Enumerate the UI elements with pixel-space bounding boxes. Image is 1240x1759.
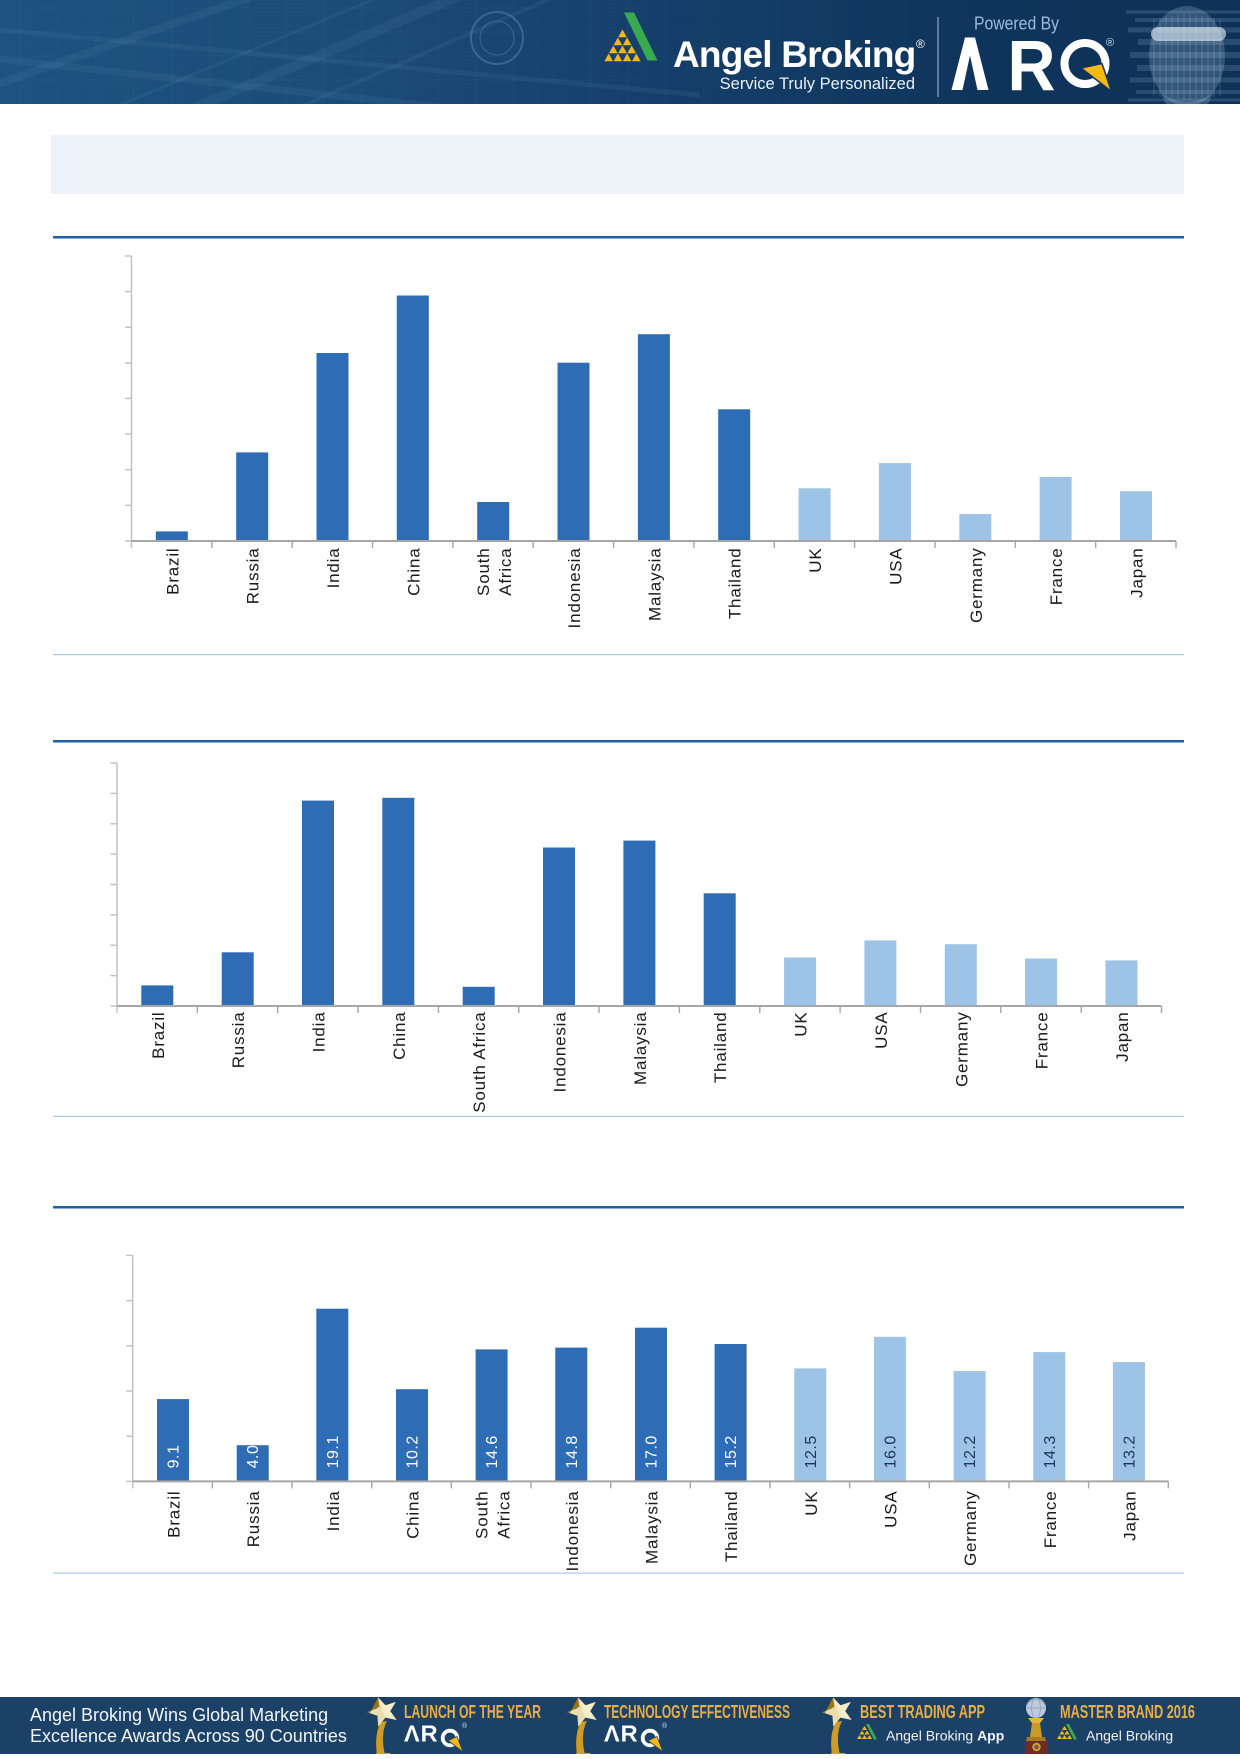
svg-text:ΛR: ΛR (404, 1721, 439, 1747)
svg-text:France: France (1047, 548, 1066, 606)
svg-text:MASTER BRAND 2016: MASTER BRAND 2016 (1060, 1701, 1195, 1722)
svg-text:China: China (404, 1491, 423, 1539)
svg-text:R: R (1008, 27, 1056, 104)
svg-text:Germany: Germany (961, 1491, 980, 1567)
svg-text:19.1: 19.1 (325, 1435, 342, 1468)
svg-text:Russia: Russia (244, 1491, 263, 1548)
svg-text:13.2: 13.2 (1121, 1435, 1138, 1468)
svg-text:ΛR: ΛR (604, 1721, 639, 1747)
svg-text:Service Truly Personalized: Service Truly Personalized (720, 75, 915, 93)
svg-text:Brazil: Brazil (163, 548, 182, 595)
svg-text:Thailand: Thailand (722, 1491, 741, 1563)
svg-text:LAUNCH OF THE YEAR: LAUNCH OF THE YEAR (404, 1701, 541, 1722)
svg-text:12.5: 12.5 (803, 1435, 820, 1468)
svg-text:®: ® (662, 1722, 668, 1730)
svg-text:Indonesia: Indonesia (551, 1012, 570, 1093)
svg-text:Angel Broking: Angel Broking (1086, 1728, 1173, 1744)
svg-text:12.2: 12.2 (962, 1435, 979, 1468)
svg-text:Angel Broking App: Angel Broking App (886, 1728, 1004, 1744)
svg-text:India: India (324, 548, 343, 589)
svg-text:Malaysia: Malaysia (645, 548, 664, 621)
svg-text:Africa: Africa (495, 1491, 514, 1539)
svg-text:14.6: 14.6 (484, 1435, 501, 1468)
svg-text:14.8: 14.8 (564, 1435, 581, 1468)
svg-text:USA: USA (886, 548, 905, 585)
svg-text:17.0: 17.0 (644, 1435, 661, 1468)
svg-text:Japan: Japan (1128, 548, 1147, 598)
svg-text:Germany: Germany (952, 1012, 971, 1088)
svg-text:Brazil: Brazil (165, 1491, 184, 1538)
svg-text:Indonesia: Indonesia (563, 1491, 582, 1572)
svg-text:USA: USA (881, 1491, 900, 1528)
svg-text:15.2: 15.2 (723, 1435, 740, 1468)
svg-text:Malaysia: Malaysia (643, 1491, 662, 1564)
svg-text:UK: UK (792, 1012, 811, 1037)
svg-text:14.3: 14.3 (1042, 1435, 1059, 1468)
svg-text:®: ® (916, 37, 925, 51)
svg-text:Malaysia: Malaysia (631, 1012, 650, 1085)
svg-text:France: France (1041, 1491, 1060, 1549)
svg-text:Africa: Africa (496, 548, 515, 596)
svg-text:India: India (324, 1491, 343, 1532)
svg-text:Excellence Awards Across 90 Co: Excellence Awards Across 90 Countries (30, 1726, 347, 1746)
svg-text:4.0: 4.0 (245, 1445, 262, 1469)
svg-text:China: China (390, 1012, 409, 1060)
svg-text:India: India (310, 1012, 329, 1053)
svg-text:UK: UK (806, 548, 825, 573)
svg-text:South: South (473, 1491, 492, 1539)
svg-text:UK: UK (802, 1491, 821, 1516)
svg-text:Japan: Japan (1113, 1012, 1132, 1062)
svg-text:®: ® (1106, 37, 1114, 49)
svg-text:Angel Broking: Angel Broking (673, 34, 915, 75)
svg-text:France: France (1033, 1012, 1052, 1070)
svg-text:TECHNOLOGY EFFECTIVENESS: TECHNOLOGY EFFECTIVENESS (604, 1701, 790, 1722)
svg-text:®: ® (462, 1722, 468, 1730)
svg-text:9.1: 9.1 (166, 1445, 183, 1469)
svg-text:Germany: Germany (967, 548, 986, 624)
svg-text:South Africa: South Africa (470, 1012, 489, 1113)
svg-text:10.2: 10.2 (405, 1435, 422, 1468)
svg-text:Thailand: Thailand (726, 548, 745, 620)
svg-text:Russia: Russia (244, 548, 263, 605)
svg-text:Thailand: Thailand (711, 1012, 730, 1084)
svg-text:Japan: Japan (1120, 1491, 1139, 1541)
svg-text:Powered By: Powered By (974, 13, 1060, 34)
svg-text:Brazil: Brazil (149, 1012, 168, 1059)
svg-text:USA: USA (872, 1012, 891, 1049)
svg-text:16.0: 16.0 (882, 1435, 899, 1468)
svg-text:South: South (474, 548, 493, 596)
svg-text:China: China (404, 548, 423, 596)
svg-text:Indonesia: Indonesia (565, 548, 584, 629)
svg-text:BEST TRADING APP: BEST TRADING APP (860, 1701, 985, 1722)
svg-text:Russia: Russia (229, 1012, 248, 1069)
svg-text:Angel Broking Wins Global Mark: Angel Broking Wins Global Marketing (30, 1705, 328, 1725)
